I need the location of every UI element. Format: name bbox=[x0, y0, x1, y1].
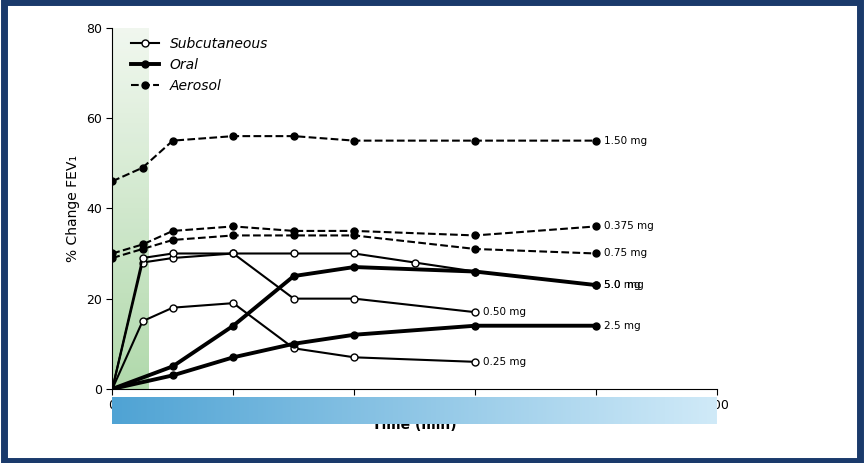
Text: 1.50 mg: 1.50 mg bbox=[604, 136, 647, 146]
Text: 5.0 mg: 5.0 mg bbox=[604, 280, 641, 290]
Text: 5.0  mg: 5.0 mg bbox=[604, 280, 644, 290]
Y-axis label: % Change FEV₁: % Change FEV₁ bbox=[67, 155, 80, 262]
Text: 0.25 mg: 0.25 mg bbox=[483, 357, 526, 367]
Legend: Subcutaneous, Oral, Aerosol: Subcutaneous, Oral, Aerosol bbox=[125, 31, 274, 98]
Text: 0.75 mg: 0.75 mg bbox=[604, 249, 647, 258]
Text: 0.50 mg: 0.50 mg bbox=[483, 307, 526, 317]
Text: 2.5 mg: 2.5 mg bbox=[604, 321, 641, 331]
Text: 0.375 mg: 0.375 mg bbox=[604, 221, 654, 232]
X-axis label: Time (min): Time (min) bbox=[372, 418, 457, 432]
